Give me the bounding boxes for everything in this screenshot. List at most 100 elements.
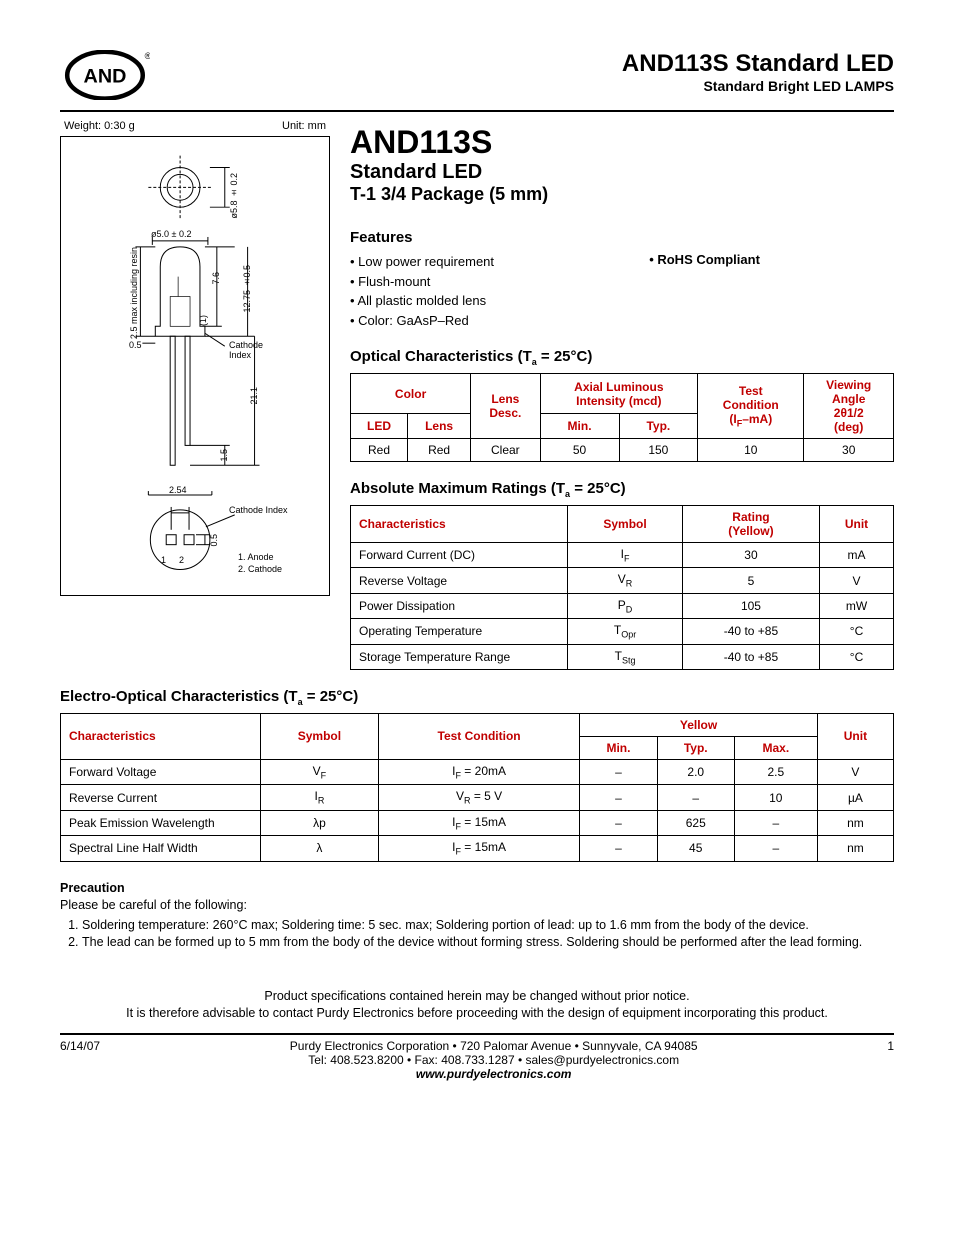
notice-text: Product specifications contained herein …: [60, 988, 894, 1023]
cell: λp: [260, 810, 378, 835]
dim-254: 2.54: [169, 485, 187, 495]
drawing-weight: Weight: 0:30 g: [64, 120, 135, 132]
cell: IF = 15mA: [378, 836, 579, 861]
th-color: Color: [351, 374, 471, 414]
cell: PD: [568, 593, 683, 618]
th-rating: Rating(Yellow): [682, 506, 819, 543]
legend-cathode: 2. Cathode: [238, 564, 282, 574]
cell: Forward Current (DC): [351, 543, 568, 568]
feature-item: Flush-mount: [350, 272, 649, 292]
cell: IF = 20mA: [378, 759, 579, 784]
footer-website: www.purdyelectronics.com: [100, 1067, 887, 1081]
dim-211: 21.1: [249, 387, 259, 405]
cell: 150: [619, 439, 698, 462]
cell: Forward Voltage: [61, 759, 261, 784]
cell: VF: [260, 759, 378, 784]
cell: Peak Emission Wavelength: [61, 810, 261, 835]
cell: 45: [657, 836, 734, 861]
absmax-table: Characteristics Symbol Rating(Yellow) Un…: [350, 505, 894, 670]
logo: AND ®: [60, 50, 150, 100]
th-symbol: Symbol: [260, 713, 378, 759]
part-number: AND113S: [350, 124, 894, 161]
th-symbol: Symbol: [568, 506, 683, 543]
cell: Spectral Line Half Width: [61, 836, 261, 861]
cell: °C: [820, 644, 894, 669]
th-test-cond: TestCondition(IF–mA): [698, 374, 804, 439]
th-tc: Test Condition: [378, 713, 579, 759]
precaution-item: The lead can be formed up to 5 mm from t…: [82, 934, 894, 952]
cell: Red: [351, 439, 408, 462]
table-row: Reverse CurrentIRVR = 5 V––10µA: [61, 785, 894, 810]
electro-heading: Electro-Optical Characteristics (Ta = 25…: [60, 688, 894, 707]
cell: Clear: [471, 439, 540, 462]
cell: –: [580, 759, 658, 784]
th-yellow: Yellow: [580, 713, 818, 736]
precaution-section: Precaution Please be careful of the foll…: [60, 880, 894, 952]
cell: -40 to +85: [682, 619, 819, 644]
precaution-item: Soldering temperature: 260°C max; Solder…: [82, 917, 894, 935]
legend-anode: 1. Anode: [238, 552, 274, 562]
cell: 5: [682, 568, 819, 593]
notice-line-1: Product specifications contained herein …: [60, 988, 894, 1006]
absmax-heading: Absolute Maximum Ratings (Ta = 25°C): [350, 480, 894, 499]
th-typ: Typ.: [619, 414, 698, 439]
header-title: AND113S Standard LED: [622, 50, 894, 78]
precaution-title: Precaution: [60, 880, 894, 898]
cell: 30: [682, 543, 819, 568]
th-unit: Unit: [817, 713, 893, 759]
th-min: Min.: [580, 736, 658, 759]
features-list: Low power requirement Flush-mount All pl…: [350, 252, 649, 330]
page-footer: 6/14/07 Purdy Electronics Corporation • …: [60, 1033, 894, 1081]
mechanical-drawing: ø5.8 ± 0.2 ø5.0 ± 0.2 7.6 12.75 ±0.5 2.5…: [60, 136, 330, 596]
table-row: Operating TemperatureTOpr-40 to +85°C: [351, 619, 894, 644]
cell: mW: [820, 593, 894, 618]
th-char: Characteristics: [351, 506, 568, 543]
cell: V: [817, 759, 893, 784]
footer-address: Purdy Electronics Corporation • 720 Palo…: [100, 1039, 887, 1053]
th-typ: Typ.: [657, 736, 734, 759]
cell: Power Dissipation: [351, 593, 568, 618]
svg-text:®: ®: [145, 51, 150, 61]
table-row: Forward VoltageVFIF = 20mA–2.02.5V: [61, 759, 894, 784]
electro-table: Characteristics Symbol Test Condition Ye…: [60, 713, 894, 862]
th-max: Max.: [734, 736, 817, 759]
part-subtitle-2: T-1 3/4 Package (5 mm): [350, 184, 894, 205]
cell: µA: [817, 785, 893, 810]
table-row: Spectral Line Half WidthλIF = 15mA–45–nm: [61, 836, 894, 861]
cell: 105: [682, 593, 819, 618]
cell: 10: [698, 439, 804, 462]
content-column: AND113S Standard LED T-1 3/4 Package (5 …: [350, 120, 894, 670]
dim-1275: 12.75 ±0.5: [242, 265, 252, 313]
cell: -40 to +85: [682, 644, 819, 669]
cell: nm: [817, 810, 893, 835]
cell: Operating Temperature: [351, 619, 568, 644]
table-row: Power DissipationPD105mW: [351, 593, 894, 618]
cell: TStg: [568, 644, 683, 669]
feature-item: All plastic molded lens: [350, 291, 649, 311]
cell: VR = 5 V: [378, 785, 579, 810]
dim-resin: 2.5 max including resin: [129, 247, 139, 339]
cell: IF = 15mA: [378, 810, 579, 835]
cell: –: [734, 836, 817, 861]
footer-date: 6/14/07: [60, 1039, 100, 1053]
optical-heading: Optical Characteristics (Ta = 25°C): [350, 348, 894, 367]
table-row: Forward Current (DC)IF30mA: [351, 543, 894, 568]
cell: 30: [804, 439, 894, 462]
header-titles: AND113S Standard LED Standard Bright LED…: [622, 50, 894, 94]
cell: –: [734, 810, 817, 835]
feature-item: Low power requirement: [350, 252, 649, 272]
page-header: AND ® AND113S Standard LED Standard Brig…: [60, 50, 894, 112]
features-heading: Features: [350, 229, 894, 246]
footer-page-number: 1: [887, 1039, 894, 1053]
dim-05: 0.5: [129, 340, 142, 350]
cell: °C: [820, 619, 894, 644]
svg-text:AND: AND: [84, 65, 127, 87]
footer-contact: Tel: 408.523.8200 • Fax: 408.733.1287 • …: [100, 1053, 887, 1067]
cell: 2.5: [734, 759, 817, 784]
cell: Storage Temperature Range: [351, 644, 568, 669]
dim-15: 1.5: [219, 449, 229, 462]
th-led: LED: [351, 414, 408, 439]
rohs-compliant: • RoHS Compliant: [649, 252, 760, 330]
header-subtitle: Standard Bright LED LAMPS: [622, 78, 894, 94]
cell: –: [580, 836, 658, 861]
